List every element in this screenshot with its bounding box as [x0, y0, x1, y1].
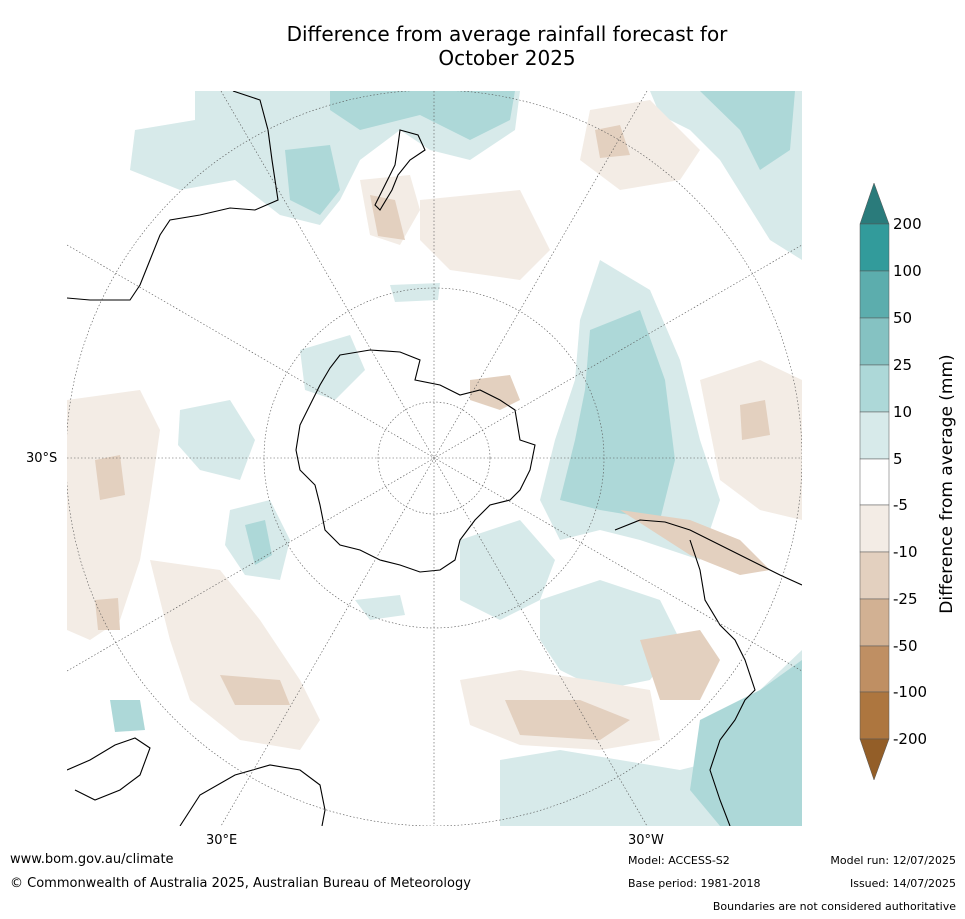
- anomaly-area-new-zealand-dry-core: [370, 195, 405, 240]
- anomaly-area-weddell: [460, 520, 555, 620]
- colorbar-segment: [859, 598, 890, 647]
- anomaly-area-south-atlantic-dry-core: [505, 700, 630, 740]
- coastline-africa: [67, 737, 151, 801]
- coastline-new-zealand: [374, 129, 426, 211]
- issued-date: Issued: 14/07/2025: [849, 877, 956, 890]
- anomaly-area-antarctic-peninsula: [470, 375, 520, 410]
- colorbar-label: -10: [893, 543, 918, 561]
- anomaly-area-south-pacific-dry-core: [740, 400, 770, 440]
- colorbar-label: -25: [893, 590, 918, 608]
- anomaly-area-atlantic-core: [560, 310, 675, 520]
- colorbar-extend-top: [859, 182, 890, 225]
- colorbar-segment: [859, 458, 890, 506]
- anomaly-area-small-1: [355, 595, 405, 620]
- model-run-date: Model run: 12/07/2025: [830, 854, 956, 867]
- anomaly-area-pacific-dry-core: [595, 125, 630, 158]
- map-title: Difference from average rainfall forecas…: [67, 22, 947, 70]
- graticule-circle-1: [377, 401, 491, 515]
- colorbar-segment: [859, 504, 890, 553]
- colorbar-label: 200: [893, 215, 922, 233]
- copyright-text: © Commonwealth of Australia 2025, Austra…: [10, 876, 471, 891]
- anomaly-area-small-3: [110, 700, 145, 732]
- anomaly-area-small-2: [390, 283, 440, 302]
- colorbar-segment: [859, 691, 890, 740]
- graticule-meridian-4: [220, 91, 648, 826]
- colorbar-segment: [859, 411, 890, 460]
- anomaly-area-argentina: [640, 630, 720, 700]
- coastline-tierra-del-fuego: [614, 519, 802, 586]
- lon-label-30w: 30°W: [628, 833, 664, 848]
- model-name: Model: ACCESS-S2: [628, 854, 730, 867]
- colorbar-segment: [859, 645, 890, 693]
- anomaly-area-drake-passage: [620, 510, 770, 575]
- colorbar-segment: [859, 364, 890, 413]
- anomaly-area-west-indian-ocean: [67, 390, 160, 640]
- colorbar-label: 10: [893, 403, 913, 421]
- anomaly-area-pacific-dry: [580, 100, 700, 190]
- anomaly-area-tasman-2: [285, 145, 340, 215]
- anomaly-area-south-america-core: [690, 660, 802, 826]
- coastlines: [67, 91, 802, 826]
- map-title-line-2: October 2025: [438, 46, 576, 70]
- map-canvas: [67, 91, 802, 826]
- anomaly-area-south-atlantic: [540, 580, 680, 690]
- base-period: Base period: 1981-2018: [628, 877, 761, 890]
- colorbar-label: -50: [893, 637, 918, 655]
- anomaly-area-south-pacific-dry: [700, 360, 802, 520]
- colorbar-title: Difference from average (mm): [937, 354, 957, 614]
- website-link[interactable]: www.bom.gov.au/climate: [10, 852, 174, 867]
- anomaly-area-small-4: [95, 598, 120, 630]
- coastline-south-america: [689, 539, 756, 826]
- colorbar-segment: [859, 551, 890, 600]
- colorbar-label: -5: [893, 496, 908, 514]
- colorbar-segment: [859, 270, 890, 319]
- anomaly-area-southeast-pacific-core: [700, 91, 795, 170]
- colorbar-label: -100: [893, 683, 928, 701]
- colorbar-segment: [859, 317, 890, 366]
- colorbar-label: 50: [893, 309, 913, 327]
- colorbar-label: 25: [893, 356, 913, 374]
- anomaly-area-indian-ocean-2: [178, 400, 255, 480]
- colorbar-extend-bottom: [859, 738, 890, 781]
- lon-label-30e: 30°E: [206, 833, 238, 848]
- anomaly-area-indian-ocean-core: [245, 520, 272, 565]
- anomaly-area-ross-sea: [300, 335, 365, 400]
- coastline-antarctica: [295, 349, 536, 573]
- colorbar-label: -200: [893, 730, 928, 748]
- anomaly-area-pacific-dry-2: [420, 190, 550, 280]
- coastline-madagascar: [179, 764, 326, 826]
- drier-anomaly-areas: [67, 100, 802, 750]
- map-title-line-1: Difference from average rainfall forecas…: [286, 22, 728, 46]
- anomaly-area-tasman: [200, 91, 515, 140]
- colorbar-label: 100: [893, 262, 922, 280]
- graticule: [67, 91, 802, 826]
- wetter-anomaly-areas: [110, 91, 802, 826]
- colorbar-segment: [859, 223, 890, 272]
- anomaly-area-southern-indian-ocean-core: [220, 675, 290, 705]
- coastline-australia: [67, 91, 279, 301]
- colorbar-label: 5: [893, 450, 903, 468]
- lat-label-30s: 30°S: [26, 451, 58, 466]
- colorbar: [859, 182, 890, 781]
- boundaries-disclaimer: Boundaries are not considered authoritat…: [712, 900, 956, 913]
- anomaly-area-west-indian-ocean-core: [95, 455, 125, 500]
